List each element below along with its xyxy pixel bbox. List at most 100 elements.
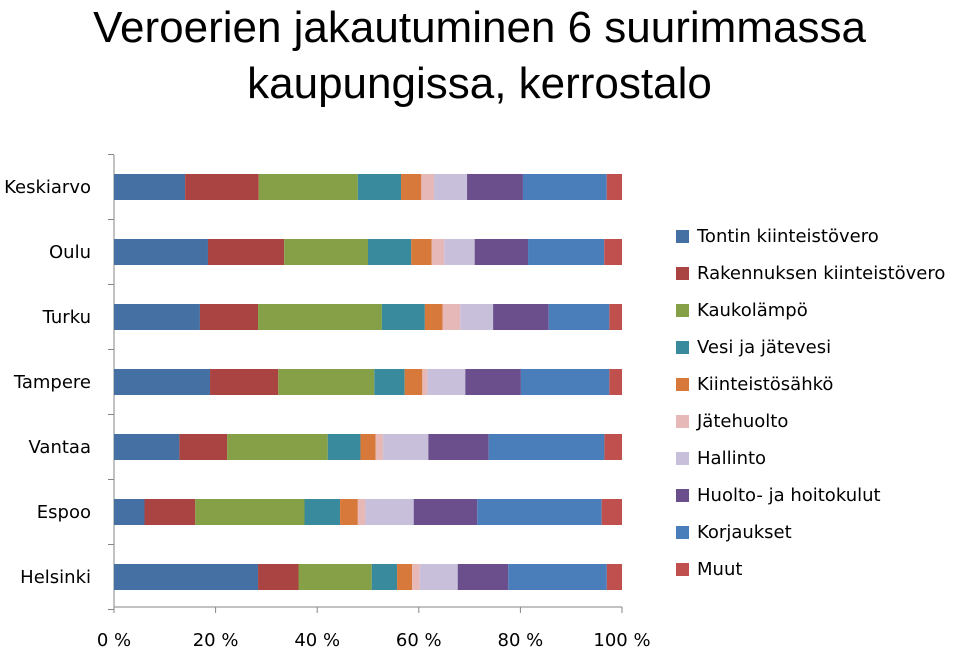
legend-item: Vesi ja jätevesi <box>676 329 945 366</box>
bar-segment <box>179 434 228 460</box>
bar-segment <box>374 369 405 395</box>
category-label: Tampere <box>13 372 91 393</box>
bar-segment <box>442 304 461 330</box>
bar-segment <box>304 499 341 525</box>
category-label: Turku <box>42 307 91 328</box>
bar-segment <box>604 434 622 460</box>
bar-segment <box>357 174 402 200</box>
category-label: Vantaa <box>29 437 91 458</box>
legend-swatch <box>676 452 689 465</box>
bar-segment <box>424 304 443 330</box>
legend-swatch <box>676 230 689 243</box>
legend-item: Rakennuksen kiinteistövero <box>676 255 945 292</box>
category-label: Keskiarvo <box>4 177 91 198</box>
bar-segment <box>383 434 429 460</box>
bar-segment <box>606 564 622 590</box>
bar-segment <box>493 304 549 330</box>
legend-label: Rakennuksen kiinteistövero <box>697 263 946 284</box>
x-tick-label: 0 % <box>97 630 131 649</box>
bar-segment <box>258 564 299 590</box>
legend-label: Korjaukset <box>697 522 792 543</box>
bar-segment <box>114 304 200 330</box>
bar-segment <box>434 174 468 200</box>
bar-segment <box>375 434 384 460</box>
bar-segment <box>371 564 398 590</box>
bar-segment <box>520 369 610 395</box>
legend-label: Huolto- ja hoitokulut <box>697 485 881 506</box>
legend-label: Tontin kiinteistövero <box>697 226 879 247</box>
legend-swatch <box>676 341 689 354</box>
bar-segment <box>427 369 466 395</box>
bar-segment <box>413 499 478 525</box>
legend-swatch <box>676 526 689 539</box>
x-tick-label: 60 % <box>396 630 442 649</box>
legend-item: Tontin kiinteistövero <box>676 218 945 255</box>
x-tick-label: 40 % <box>294 630 340 649</box>
bar-segment <box>422 369 428 395</box>
bar-segment <box>284 239 368 265</box>
bar-segment <box>419 564 458 590</box>
legend-swatch <box>676 267 689 280</box>
bar-segment <box>114 564 259 590</box>
bar-segment <box>199 304 259 330</box>
legend-label: Kiinteistösähkö <box>697 374 834 395</box>
bar-segment <box>381 304 425 330</box>
bar-segment <box>606 174 622 200</box>
x-tick-label: 100 % <box>593 630 650 649</box>
x-tick-label: 80 % <box>498 630 544 649</box>
legend-swatch <box>676 489 689 502</box>
chart-title: Veroerien jakautuminen 6 suurimmassa kau… <box>93 3 866 108</box>
bar-segment <box>431 239 445 265</box>
bar-segment <box>477 499 602 525</box>
bar-segment <box>548 304 610 330</box>
bar-segment <box>412 564 420 590</box>
bar-segment <box>227 434 328 460</box>
bar-segment <box>258 304 382 330</box>
legend-item: Kiinteistösähkö <box>676 366 945 403</box>
bar-segment <box>467 174 523 200</box>
bar-segment <box>609 304 622 330</box>
legend-item: Hallinto <box>676 440 945 477</box>
bar-segment <box>604 239 622 265</box>
bar-segment <box>368 239 412 265</box>
bar-segment <box>609 369 622 395</box>
legend-swatch <box>676 415 689 428</box>
legend-item: Korjaukset <box>676 514 945 551</box>
bar-segment <box>298 564 372 590</box>
bar-segment <box>207 239 285 265</box>
legend-item: Huolto- ja hoitokulut <box>676 477 945 514</box>
bar-segment <box>601 499 622 525</box>
bar-segment <box>421 174 435 200</box>
bar-segment <box>457 564 509 590</box>
bar-segment <box>488 434 605 460</box>
bar-segment <box>474 239 529 265</box>
bar-segment <box>340 499 358 525</box>
bar-segment <box>397 564 413 590</box>
bar-segment <box>144 499 196 525</box>
bar-segment <box>114 369 211 395</box>
x-tick-label: 20 % <box>193 630 239 649</box>
legend-swatch <box>676 304 689 317</box>
bar-segment <box>114 434 180 460</box>
category-label: Oulu <box>49 242 91 263</box>
bar-segment <box>508 564 607 590</box>
bar-segment <box>114 239 208 265</box>
legend-item: Muut <box>676 551 945 588</box>
bar-segment <box>522 174 607 200</box>
bar-segment <box>357 499 366 525</box>
bar-segment <box>327 434 361 460</box>
bar-segment <box>428 434 489 460</box>
bar-segment <box>465 369 521 395</box>
bar-segment <box>114 174 186 200</box>
legend-swatch <box>676 563 689 576</box>
legend-item: Kaukolämpö <box>676 292 945 329</box>
bar-segment <box>258 174 358 200</box>
bar-segment <box>401 174 422 200</box>
legend-label: Vesi ja jätevesi <box>697 337 832 358</box>
legend-label: Kaukolämpö <box>697 300 808 321</box>
legend-swatch <box>676 378 689 391</box>
bar-segment <box>114 499 145 525</box>
bar-segment <box>444 239 475 265</box>
category-label: Espoo <box>37 502 91 523</box>
bar-segment <box>360 434 376 460</box>
